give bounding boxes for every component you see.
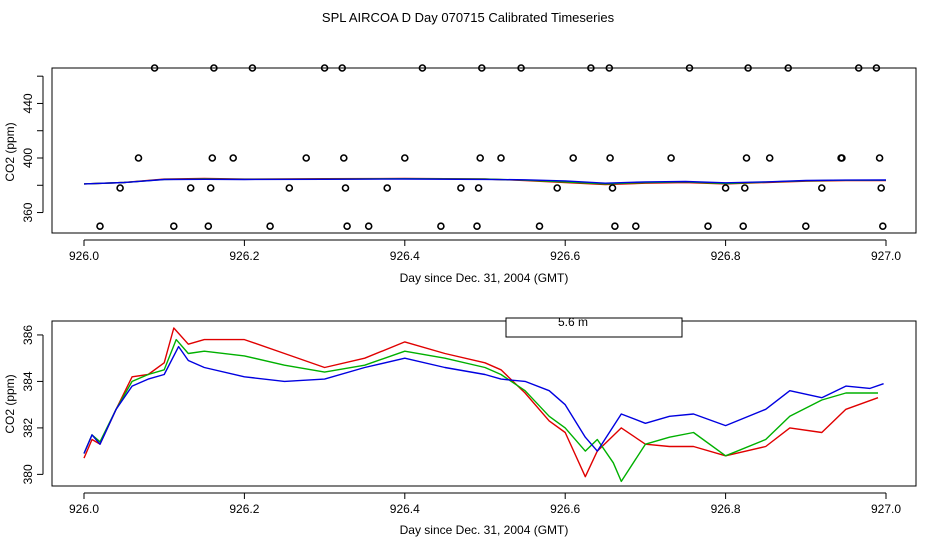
x-tick-label: 926.4 <box>390 249 420 263</box>
calibration-point <box>186 184 195 192</box>
calibration-point <box>872 64 881 72</box>
bottom-y-axis-label: CO2 (ppm) <box>3 374 17 433</box>
calibration-point <box>96 222 104 230</box>
calibration-point <box>608 184 617 192</box>
series-line-red <box>83 327 879 478</box>
x-tick-label: 926.2 <box>229 249 259 263</box>
calibration-point <box>116 184 124 192</box>
calibration-point <box>383 184 392 192</box>
y-tick-label: 386 <box>21 325 35 345</box>
x-tick-label: 926.4 <box>390 502 420 516</box>
x-tick-label: 926.0 <box>69 249 99 263</box>
legend-label: 5.6 m <box>558 315 588 329</box>
calibration-point <box>685 64 694 72</box>
figure-title: SPL AIRCOA D Day 070715 Calibrated Times… <box>322 10 615 25</box>
calibration-point <box>553 184 562 192</box>
calibration-point <box>457 184 465 192</box>
calibration-point <box>285 184 294 192</box>
x-tick-label: 926.8 <box>711 502 741 516</box>
x-tick-label: 927.0 <box>871 249 901 263</box>
series-line-green <box>83 338 878 483</box>
calibration-point <box>343 222 351 230</box>
calibration-point <box>765 154 774 162</box>
calibration-point <box>229 154 237 162</box>
x-tick-label: 926.8 <box>711 249 741 263</box>
calibration-point <box>474 184 483 192</box>
calibration-point <box>878 222 887 230</box>
y-tick-label: 360 <box>21 202 35 222</box>
x-tick-label: 927.0 <box>871 502 901 516</box>
calibration-point <box>877 184 886 192</box>
calibration-point <box>206 184 215 192</box>
calibration-point <box>341 184 350 192</box>
calibration-point <box>248 64 257 72</box>
calibration-point <box>204 222 213 230</box>
calibration-point <box>400 154 409 162</box>
top-panel: 926.0 926.2 926.4 926.6 926.8 927.0 360 400 440… <box>3 64 917 285</box>
calibration-point <box>476 154 485 162</box>
bottom-plot-frame <box>51 320 917 487</box>
calibration-point <box>838 154 846 162</box>
x-tick-label: 926.6 <box>550 249 580 263</box>
calibration-point <box>744 64 752 72</box>
calibration-point <box>150 64 159 72</box>
top-y-axis-label: CO2 (ppm) <box>3 122 17 181</box>
calibration-point <box>801 222 810 230</box>
bottom-panel: 926.0 926.2 926.4 926.6 926.8 927.0 380 382 384… <box>3 315 917 537</box>
calibration-point <box>339 154 348 162</box>
calibration-point <box>739 222 748 230</box>
calibration-point <box>535 222 544 230</box>
calibration-point <box>170 222 178 230</box>
x-tick-label: 926.6 <box>550 502 580 516</box>
series-line-blue <box>83 178 887 185</box>
calibration-point <box>497 154 505 162</box>
calibration-point <box>587 64 595 72</box>
bottom-x-axis-label: Day since Dec. 31, 2004 (GMT) <box>400 523 569 537</box>
calibration-point <box>875 154 884 162</box>
calibration-point <box>721 184 730 192</box>
calibration-point <box>418 64 427 72</box>
calibration-point <box>517 64 525 72</box>
calibration-point <box>477 64 486 72</box>
calibration-point <box>784 64 793 72</box>
x-tick-label: 926.2 <box>229 502 259 516</box>
calibration-point <box>742 154 751 162</box>
calibration-point <box>302 154 311 162</box>
calibration-point <box>208 154 217 162</box>
calibration-point <box>569 154 578 162</box>
calibration-point <box>667 154 675 162</box>
calibration-point <box>704 222 712 230</box>
calibration-point <box>606 154 614 162</box>
legend-box <box>505 317 683 338</box>
top-x-axis-label: Day since Dec. 31, 2004 (GMT) <box>400 271 569 285</box>
y-tick-label: 384 <box>21 371 35 391</box>
calibration-point <box>364 222 373 230</box>
calibration-point <box>854 64 863 72</box>
y-tick-label: 400 <box>21 148 35 168</box>
y-tick-label: 440 <box>21 93 35 113</box>
calibration-point <box>210 64 218 72</box>
calibration-point <box>611 222 619 230</box>
x-tick-label: 926.0 <box>69 502 99 516</box>
calibration-point <box>320 64 329 72</box>
y-tick-label: 380 <box>21 464 35 484</box>
calibration-point <box>134 154 143 162</box>
calibration-point <box>266 222 274 230</box>
calibration-point <box>740 184 749 192</box>
calibration-point <box>473 222 481 230</box>
series-line-blue <box>83 345 884 454</box>
calibration-point <box>631 222 640 230</box>
calibration-point <box>817 184 826 192</box>
calibration-point <box>338 64 347 72</box>
y-tick-label: 382 <box>21 418 35 438</box>
calibration-point <box>437 222 445 230</box>
top-plot-frame <box>51 67 917 234</box>
calibration-point <box>605 64 614 72</box>
